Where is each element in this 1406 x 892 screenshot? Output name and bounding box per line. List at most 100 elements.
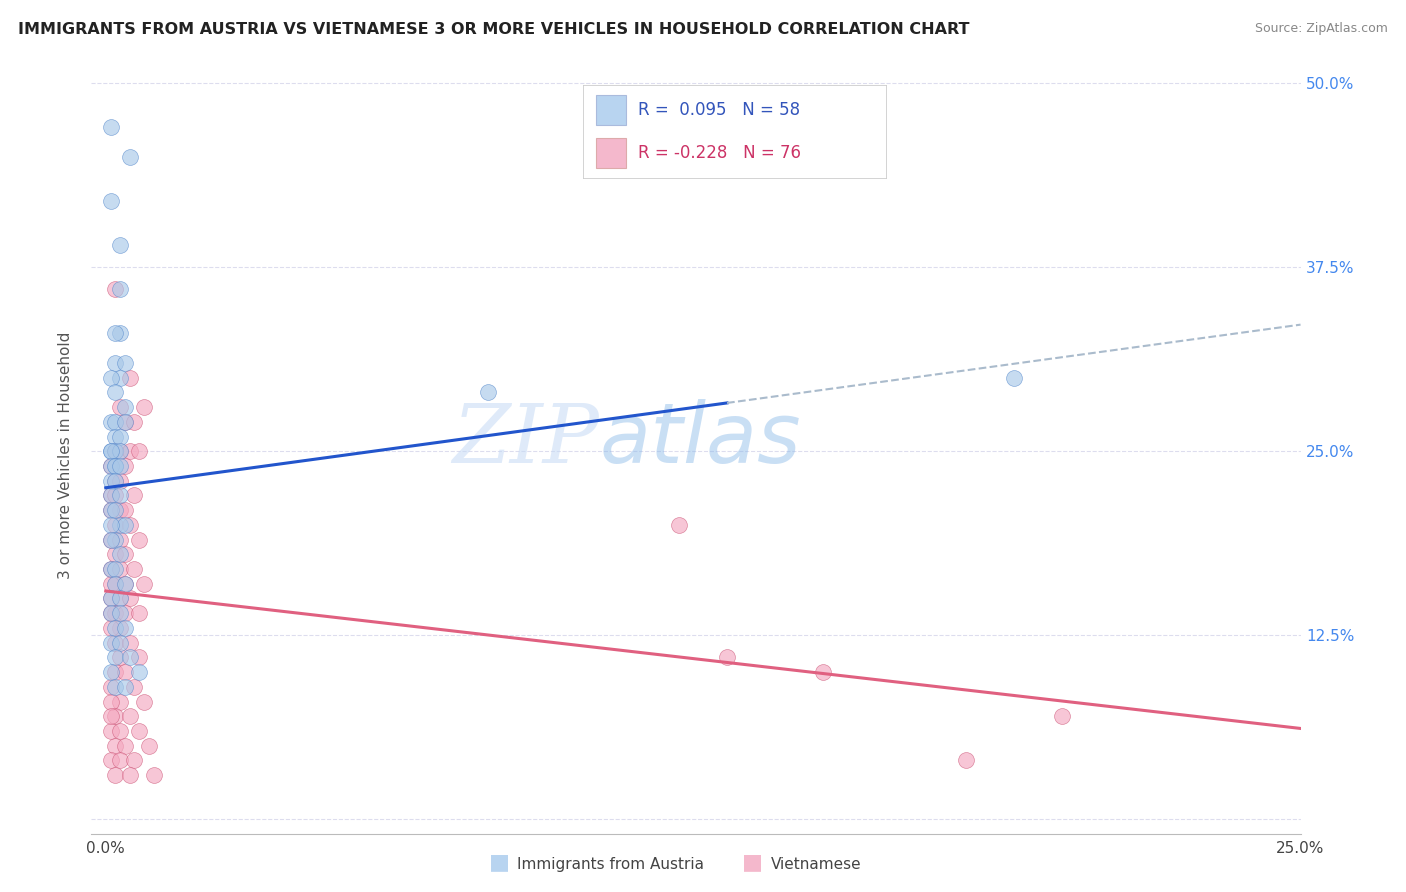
Point <box>114 576 136 591</box>
Point <box>100 458 122 473</box>
Point <box>118 650 141 665</box>
Y-axis label: 3 or more Vehicles in Household: 3 or more Vehicles in Household <box>58 331 73 579</box>
Point <box>138 739 160 753</box>
Point <box>100 591 122 606</box>
Point <box>104 326 127 341</box>
Point <box>108 723 131 738</box>
Point <box>104 385 127 400</box>
Point <box>142 768 165 782</box>
Point <box>128 606 150 620</box>
Point <box>114 400 136 414</box>
Point <box>100 621 122 635</box>
Point <box>100 533 122 547</box>
Point <box>104 768 127 782</box>
Point <box>104 650 127 665</box>
Point <box>114 503 136 517</box>
Point <box>100 694 122 708</box>
Point <box>100 488 122 502</box>
Text: atlas: atlas <box>599 400 801 480</box>
Text: Source: ZipAtlas.com: Source: ZipAtlas.com <box>1254 22 1388 36</box>
Point <box>104 356 127 370</box>
Point <box>114 415 136 429</box>
Point <box>114 665 136 679</box>
FancyBboxPatch shape <box>596 95 626 125</box>
Point <box>108 474 131 488</box>
Point <box>114 415 136 429</box>
Point <box>108 635 131 649</box>
Point <box>104 739 127 753</box>
Point <box>118 444 141 458</box>
Point <box>108 650 131 665</box>
Point <box>104 474 127 488</box>
Point <box>108 282 131 296</box>
Point <box>108 444 131 458</box>
Point <box>104 458 127 473</box>
Point <box>118 150 141 164</box>
Point <box>124 753 146 767</box>
Point <box>104 503 127 517</box>
Point <box>100 635 122 649</box>
Point <box>1050 709 1073 723</box>
Point <box>132 576 155 591</box>
Point <box>114 547 136 561</box>
Point <box>114 606 136 620</box>
Point <box>108 517 131 532</box>
Point <box>100 606 122 620</box>
Text: Vietnamese: Vietnamese <box>770 857 860 872</box>
Point <box>108 444 131 458</box>
Point <box>114 621 136 635</box>
Text: IMMIGRANTS FROM AUSTRIA VS VIETNAMESE 3 OR MORE VEHICLES IN HOUSEHOLD CORRELATIO: IMMIGRANTS FROM AUSTRIA VS VIETNAMESE 3 … <box>18 22 970 37</box>
Point <box>124 680 146 694</box>
Point <box>100 503 122 517</box>
Text: R =  0.095   N = 58: R = 0.095 N = 58 <box>638 101 800 119</box>
Point <box>100 576 122 591</box>
FancyBboxPatch shape <box>596 138 626 168</box>
Point <box>100 370 122 384</box>
Text: ■: ■ <box>489 853 509 872</box>
Point <box>118 517 141 532</box>
Point <box>668 517 690 532</box>
Point <box>811 665 834 679</box>
Point <box>100 444 122 458</box>
Point <box>100 415 122 429</box>
Point <box>104 458 127 473</box>
Point <box>118 370 141 384</box>
Point <box>104 562 127 576</box>
Point <box>124 488 146 502</box>
Point <box>100 680 122 694</box>
Point <box>108 370 131 384</box>
Point <box>132 400 155 414</box>
Point <box>104 415 127 429</box>
Point <box>118 591 141 606</box>
Point <box>114 356 136 370</box>
Point <box>104 517 127 532</box>
Point <box>104 635 127 649</box>
Point <box>114 739 136 753</box>
Point <box>118 768 141 782</box>
Point <box>114 680 136 694</box>
Point <box>100 517 122 532</box>
Point <box>108 591 131 606</box>
Point <box>104 576 127 591</box>
Point <box>108 326 131 341</box>
Point <box>114 517 136 532</box>
Point <box>118 709 141 723</box>
Point <box>104 533 127 547</box>
Point <box>104 444 127 458</box>
Point <box>100 591 122 606</box>
Point <box>104 680 127 694</box>
Point <box>108 621 131 635</box>
Point <box>100 562 122 576</box>
Point <box>104 444 127 458</box>
Point <box>124 562 146 576</box>
Point <box>128 665 150 679</box>
Point <box>100 503 122 517</box>
Point <box>1002 370 1025 384</box>
Point <box>104 474 127 488</box>
Point <box>955 753 977 767</box>
Point <box>477 385 499 400</box>
Point <box>108 429 131 443</box>
Point <box>104 606 127 620</box>
Text: ZIP: ZIP <box>453 400 599 480</box>
Point <box>132 694 155 708</box>
